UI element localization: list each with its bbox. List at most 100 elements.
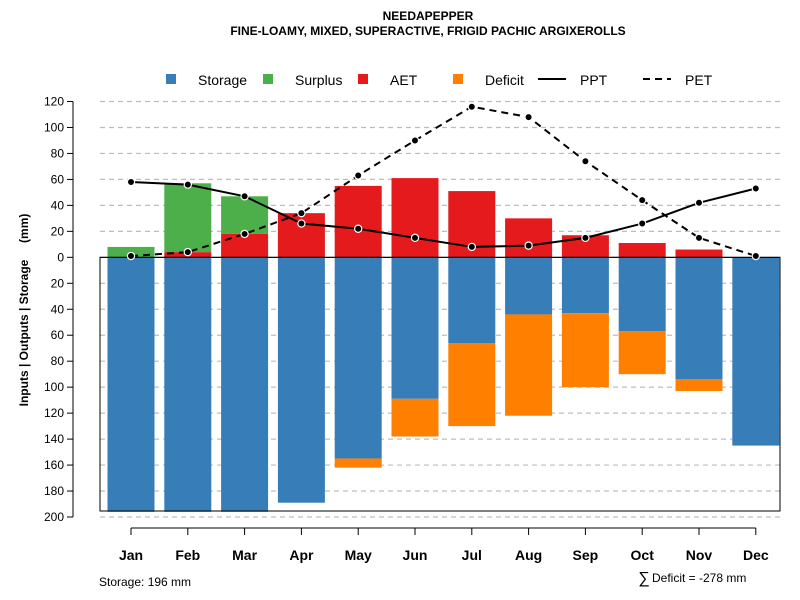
- chart-title: NEEDAPEPPER: [383, 9, 474, 23]
- point-pet-jan: [126, 251, 136, 261]
- point-ppt-jun: [410, 233, 420, 243]
- storage-note: Storage: 196 mm: [99, 575, 191, 589]
- line-ppt: [130, 181, 757, 248]
- y-tick-label-120: 120: [44, 95, 64, 109]
- bar-surplus-feb: [164, 183, 212, 253]
- bar-deficit-may: [334, 458, 382, 468]
- y-tick-label-100: 100: [44, 120, 64, 134]
- legend-label-deficit: Deficit: [485, 72, 524, 88]
- y-tick-label-0: 0: [57, 250, 64, 264]
- point-ppt-mar: [240, 192, 249, 201]
- bar-storage-may: [334, 257, 382, 459]
- legend-item-deficit: Deficit: [453, 72, 524, 88]
- bar-aet-mar: [221, 233, 269, 258]
- bar-aet-jun: [391, 178, 439, 258]
- bar-deficit-oct: [618, 331, 666, 375]
- bar-deficit-nov: [675, 379, 723, 392]
- bar-storage-aug: [505, 257, 553, 315]
- legend-swatch-storage: [166, 74, 176, 84]
- y-tick-label-60: 60: [51, 172, 65, 186]
- y-axis: 1201008060402002040608010012014016018020…: [44, 95, 74, 524]
- point-ppt-jan: [126, 177, 136, 187]
- y-tick-label-100: 100: [44, 380, 64, 394]
- x-tick-label-apr: Apr: [289, 547, 314, 563]
- legend-item-aet: AET: [358, 72, 418, 88]
- legend-item-surplus: Surplus: [263, 72, 342, 88]
- bar-deficit-jun: [391, 398, 439, 437]
- bar-storage-mar: [221, 257, 269, 512]
- x-tick-label-may: May: [345, 547, 372, 563]
- point-pet-aug: [524, 112, 533, 122]
- deficit-note: Deficit = -278 mm: [652, 571, 746, 585]
- bar-aet-aug: [505, 218, 553, 258]
- legend-label-ppt: PPT: [580, 72, 608, 88]
- y-tick-label-40: 40: [51, 302, 65, 316]
- point-pet-feb: [183, 247, 192, 257]
- bar-deficit-aug: [505, 314, 553, 416]
- bar-storage-feb: [164, 257, 212, 512]
- deficit-sum-symbol: ∑: [638, 570, 649, 587]
- x-tick-label-mar: Mar: [232, 547, 257, 563]
- bar-deficit-sep: [561, 313, 609, 388]
- bar-storage-oct: [618, 257, 666, 332]
- x-tick-label-jul: Jul: [462, 547, 482, 563]
- bar-aet-oct: [618, 243, 666, 258]
- point-pet-sep: [581, 157, 590, 166]
- point-ppt-aug: [524, 241, 533, 250]
- x-tick-label-feb: Feb: [175, 547, 200, 563]
- point-pet-oct: [638, 195, 647, 205]
- x-tick-label-aug: Aug: [515, 547, 542, 563]
- point-ppt-may: [354, 224, 363, 233]
- point-ppt-jul: [467, 242, 476, 252]
- x-tick-label-nov: Nov: [686, 547, 713, 563]
- point-ppt-apr: [297, 219, 306, 228]
- legend-label-surplus: Surplus: [295, 72, 342, 88]
- y-tick-label-40: 40: [51, 198, 65, 212]
- y-tick-label-180: 180: [44, 484, 64, 498]
- point-pet-nov: [694, 233, 704, 243]
- bars: [107, 178, 780, 512]
- point-ppt-dec: [751, 184, 761, 193]
- legend-label-aet: AET: [390, 72, 418, 88]
- x-tick-label-oct: Oct: [631, 547, 655, 563]
- y-tick-label-20: 20: [51, 224, 65, 238]
- point-pet-dec: [751, 251, 761, 261]
- point-ppt-nov: [694, 198, 704, 207]
- plot-frame: [99, 256, 781, 512]
- point-pet-may: [354, 171, 363, 180]
- legend: Storage Surplus AET Deficit PPT PET: [166, 72, 713, 88]
- point-pet-apr: [297, 208, 306, 218]
- bar-storage-jun: [391, 257, 439, 399]
- bar-storage-jul: [448, 257, 496, 344]
- chart-subtitle: FINE-LOAMY, MIXED, SUPERACTIVE, FRIGID P…: [230, 24, 625, 38]
- point-pet-mar: [240, 229, 249, 239]
- point-pet-jun: [410, 136, 420, 145]
- y-tick-label-60: 60: [51, 328, 65, 342]
- x-tick-label-sep: Sep: [573, 547, 599, 563]
- point-pet-jul: [467, 102, 476, 111]
- y-tick-label-160: 160: [44, 458, 64, 472]
- point-ppt-feb: [183, 180, 192, 189]
- y-tick-label-140: 140: [44, 432, 64, 446]
- x-tick-label-jan: Jan: [119, 547, 143, 563]
- point-ppt-oct: [638, 219, 647, 228]
- bar-deficit-jul: [448, 343, 496, 427]
- bar-storage-jan: [107, 257, 155, 512]
- x-axis: Jan Feb Mar Apr May Jun Jul Aug Sep Oct Nov Dec: [119, 527, 769, 563]
- x-tick-label-dec: Dec: [743, 547, 769, 563]
- bar-aet-sep: [561, 235, 609, 258]
- bar-storage-sep: [561, 257, 609, 314]
- legend-label-storage: Storage: [198, 72, 247, 88]
- bar-storage-nov: [675, 257, 723, 380]
- legend-item-storage: Storage: [166, 72, 247, 88]
- y-axis-label: Inputs | Outputs | Storage (mm): [17, 214, 31, 407]
- bar-aet-nov: [675, 249, 723, 258]
- y-tick-label-80: 80: [51, 146, 65, 160]
- legend-swatch-aet: [358, 74, 368, 84]
- y-tick-label-80: 80: [51, 354, 65, 368]
- legend-item-ppt: PPT: [538, 72, 608, 88]
- y-tick-label-200: 200: [44, 510, 64, 524]
- x-tick-label-jun: Jun: [403, 547, 428, 563]
- legend-label-pet: PET: [685, 72, 713, 88]
